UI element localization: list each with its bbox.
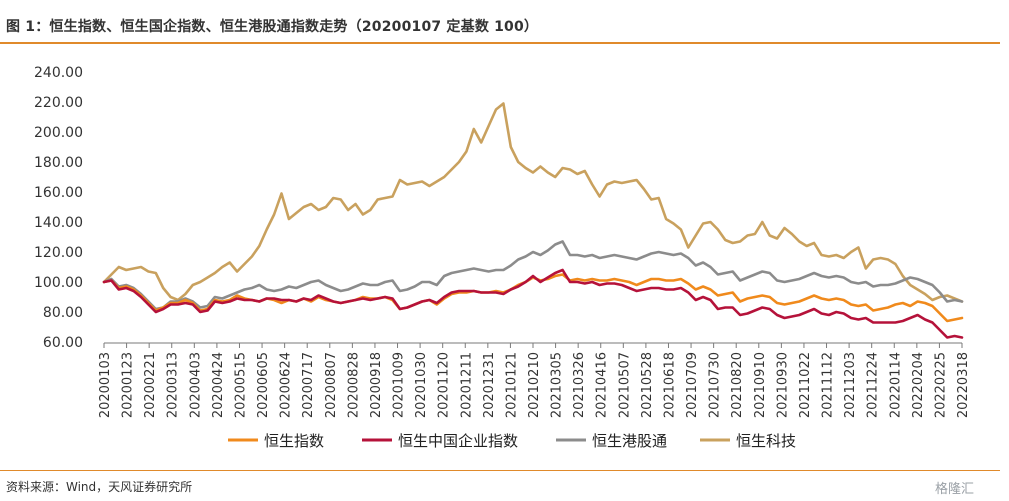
series-lines — [102, 102, 964, 339]
y-tick-label: 180.00 — [34, 155, 83, 171]
x-tick-label: 20200515 — [233, 352, 248, 418]
x-tick-label: 20201211 — [459, 352, 474, 418]
footer-divider — [0, 470, 1000, 471]
x-tick-label: 20211022 — [798, 352, 813, 418]
legend-label: 恒生中国企业指数 — [398, 432, 518, 450]
x-tick-label: 20210820 — [730, 352, 745, 418]
x-tick-label: 20211203 — [843, 352, 858, 418]
x-tick-label: 20201009 — [392, 352, 407, 418]
source-note: 资料来源：Wind，天风证券研究所 — [6, 480, 193, 494]
y-tick-label: 120.00 — [34, 245, 83, 261]
series-line — [102, 102, 964, 303]
legend-label: 恒生指数 — [264, 432, 324, 450]
chart-title: 图 1：恒生指数、恒生国企指数、恒生港股通指数走势（20200107 定基数 1… — [6, 19, 539, 35]
watermark-text: 格隆汇 — [935, 482, 975, 497]
y-tick-label: 240.00 — [34, 65, 83, 81]
y-tick-label: 100.00 — [34, 275, 83, 291]
x-tick-label: 20200624 — [279, 352, 294, 418]
legend-label: 恒生科技 — [736, 432, 796, 450]
y-tick-label: 160.00 — [34, 185, 83, 201]
x-tick-label: 20210121 — [504, 352, 519, 418]
x-tick-label: 20200717 — [301, 352, 316, 418]
x-tick-label: 20200123 — [121, 352, 136, 418]
x-tick-label: 20220114 — [888, 352, 903, 418]
x-tick-label: 20201231 — [482, 352, 497, 418]
x-tick-label: 20220204 — [911, 352, 926, 418]
x-tick-label: 20210416 — [595, 352, 610, 418]
x-tick-label: 20211112 — [821, 352, 836, 418]
x-tick-label: 20211224 — [866, 352, 881, 418]
legend: 恒生指数 恒生中国企业指数 恒生港股通 恒生科技 — [228, 432, 796, 450]
x-tick-label: 20210528 — [640, 352, 655, 418]
y-tick-label: 220.00 — [34, 95, 83, 111]
x-tick-label: 20200103 — [98, 352, 113, 418]
x-tick-label: 20200403 — [188, 352, 203, 418]
title-divider — [0, 42, 1000, 44]
x-tick-label: 20210326 — [572, 352, 587, 418]
x-tick-label: 20210507 — [617, 352, 632, 418]
x-tick-label: 20200605 — [256, 352, 271, 418]
x-tick-label: 20210709 — [685, 352, 700, 418]
x-tick-label: 20201120 — [437, 352, 452, 418]
y-tick-label: 60.00 — [43, 335, 83, 351]
x-tick-label: 20210910 — [753, 352, 768, 418]
series-line — [102, 240, 964, 311]
x-tick-label: 20220318 — [956, 352, 971, 418]
y-tick-label: 200.00 — [34, 125, 83, 141]
x-tick-label: 20200313 — [166, 352, 181, 418]
y-tick-label: 80.00 — [43, 305, 83, 321]
y-tick-label: 140.00 — [34, 215, 83, 231]
x-tick-label: 20200221 — [143, 352, 158, 418]
x-tick-label: 20220225 — [933, 352, 948, 418]
x-tick-label: 20200828 — [346, 352, 361, 418]
legend-label: 恒生港股通 — [592, 432, 667, 450]
line-chart: 60.00 80.00 100.00 120.00 140.00 160.00 180.00… — [34, 65, 971, 450]
x-tick-label: 20210930 — [775, 352, 790, 418]
x-tick-label: 20210210 — [527, 352, 542, 418]
x-axis: 20200103 20200123 20200221 20200313 20200403… — [98, 342, 971, 418]
x-tick-label: 20200424 — [211, 352, 226, 418]
x-tick-label: 20210305 — [550, 352, 565, 418]
x-tick-label: 20200807 — [324, 352, 339, 418]
x-tick-label: 20210730 — [708, 352, 723, 418]
series-line — [102, 268, 964, 339]
x-tick-label: 20210618 — [662, 352, 677, 418]
x-tick-label: 20201030 — [414, 352, 429, 418]
y-axis: 60.00 80.00 100.00 120.00 140.00 160.00 180.00… — [34, 65, 83, 351]
x-tick-label: 20200918 — [369, 352, 384, 418]
